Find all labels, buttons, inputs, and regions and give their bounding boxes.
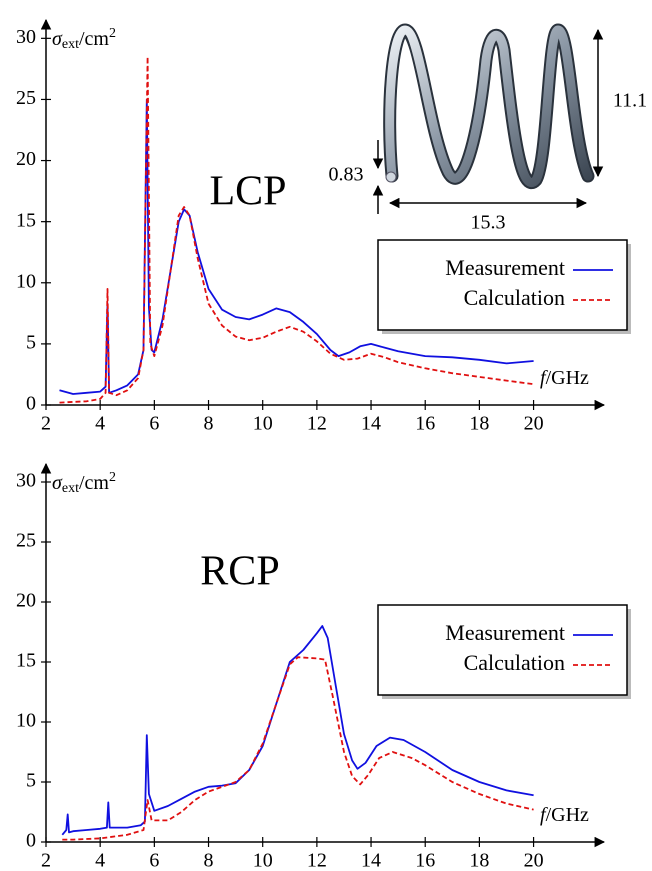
y-tick-label: 20 [16,148,36,170]
x-tick-label: 8 [204,413,214,435]
x-tick-label: 20 [524,413,544,435]
x-tick-label: 20 [524,850,544,871]
y-tick-label: 10 [16,710,36,732]
legend-box [377,604,628,696]
x-tick-label: 6 [149,413,159,435]
y-tick-label: 5 [26,331,36,353]
y-axis-label-part: σ [52,28,63,50]
x-tick-label: 14 [361,850,381,871]
data-line [59,55,534,404]
x-axis-label-part: f [540,804,548,826]
legend-box [377,239,628,331]
y-tick-label: 25 [16,87,36,109]
x-tick-label: 6 [149,850,159,871]
y-axis-label-part: 2 [109,470,116,485]
legend-label: Calculation [464,285,565,310]
x-axis-label-part: /GHz [546,367,589,389]
data-line [61,625,534,836]
dimension-label: 11.1 [613,90,647,112]
y-axis-label-part: 2 [109,26,116,41]
y-axis-label-part: σ [52,472,63,494]
y-axis-label-part: /cm [79,472,109,494]
annotation: RCP [200,549,279,595]
x-tick-label: 16 [415,850,435,871]
x-tick-label: 8 [204,850,214,871]
helix-inset [372,23,604,214]
x-tick-label: 10 [253,850,273,871]
y-tick-label: 30 [16,470,36,492]
x-tick-label: 2 [41,850,51,871]
y-tick-label: 15 [16,209,36,231]
x-tick-label: 10 [253,413,273,435]
data-line [59,98,534,395]
x-tick-label: 18 [469,413,489,435]
y-tick-label: 25 [16,530,36,552]
y-tick-label: 15 [16,650,36,672]
y-axis-label-part: /cm [79,28,109,50]
x-tick-label: 2 [41,413,51,435]
legend-label: Measurement [445,620,565,645]
x-axis-label-part: f [540,367,548,389]
y-axis-label-part: ext [62,37,79,52]
x-tick-label: 12 [307,850,327,871]
annotation: LCP [209,169,286,215]
x-axis-label: f/GHz [540,804,589,826]
y-tick-label: 10 [16,270,36,292]
x-tick-label: 4 [95,413,105,435]
legend-label: Measurement [445,255,565,280]
x-axis-label: f/GHz [540,367,589,389]
x-tick-label: 18 [469,850,489,871]
y-tick-label: 0 [26,393,36,415]
x-tick-label: 16 [415,413,435,435]
x-tick-label: 14 [361,413,381,435]
y-axis-label-part: ext [62,481,79,496]
y-tick-label: 0 [26,830,36,852]
y-axis-label: σext/cm2 [52,26,116,52]
legend-label: Calculation [464,650,565,675]
x-axis-label-part: /GHz [546,804,589,826]
y-tick-label: 20 [16,590,36,612]
y-tick-label: 5 [26,770,36,792]
y-axis-label: σext/cm2 [52,470,116,496]
dimension-label: 15.3 [471,212,506,234]
y-tick-label: 30 [16,26,36,48]
x-tick-label: 4 [95,850,105,871]
dimension-label: 0.83 [329,164,364,186]
x-tick-label: 12 [307,413,327,435]
